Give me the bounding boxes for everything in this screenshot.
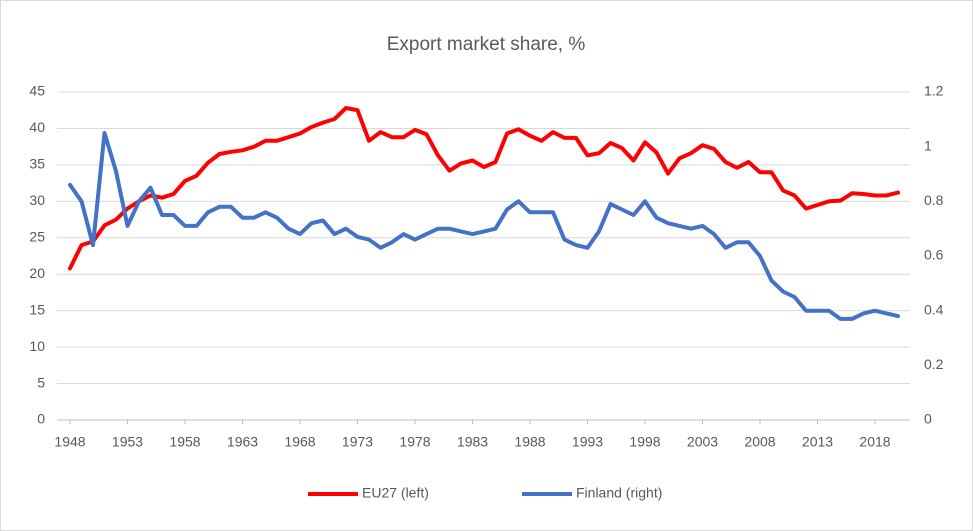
x-tick-label: 1993 [572, 434, 603, 450]
series-line [68, 131, 900, 321]
x-tick-label: 1948 [54, 434, 85, 450]
y-tick-label: 25 [29, 228, 45, 244]
x-tick-label: 1958 [169, 434, 200, 450]
x-tick-label: 1983 [457, 434, 488, 450]
chart-title: Export market share, % [387, 34, 586, 55]
y-tick-label: 40 [29, 119, 45, 135]
x-tick-label: 1973 [342, 434, 373, 450]
x-tick-label: 1968 [284, 434, 315, 450]
x-tick-label: 2008 [744, 434, 775, 450]
y-tick-label: 35 [29, 156, 45, 172]
y2-tick-label: 0.2 [924, 356, 944, 372]
y-tick-label: 5 [37, 374, 45, 390]
x-tick-label: 1998 [629, 434, 660, 450]
y-tick-label: 10 [29, 338, 45, 354]
y2-tick-label: 0 [924, 411, 932, 427]
legend-label: EU27 (left) [362, 485, 429, 501]
y2-tick-label: 0.8 [924, 192, 944, 208]
x-tick-label: 1963 [227, 434, 258, 450]
x-tick-label: 1953 [112, 434, 143, 450]
x-tick-label: 2018 [859, 434, 890, 450]
x-tick-label: 1978 [399, 434, 430, 450]
y-tick-label: 30 [29, 192, 45, 208]
y-tick-label: 15 [29, 301, 45, 317]
x-tick-label: 2003 [687, 434, 718, 450]
y-tick-label: 0 [37, 411, 45, 427]
y-tick-label: 45 [29, 83, 45, 99]
x-tick-label: 1988 [514, 434, 545, 450]
y2-tick-label: 1 [924, 137, 932, 153]
x-tick-label: 2013 [802, 434, 833, 450]
y2-tick-label: 0.6 [924, 247, 944, 263]
y2-tick-label: 0.4 [924, 301, 944, 317]
y2-tick-label: 1.2 [924, 83, 944, 99]
y-tick-label: 20 [29, 265, 45, 281]
legend-label: Finland (right) [576, 485, 662, 501]
series-line [68, 106, 900, 271]
